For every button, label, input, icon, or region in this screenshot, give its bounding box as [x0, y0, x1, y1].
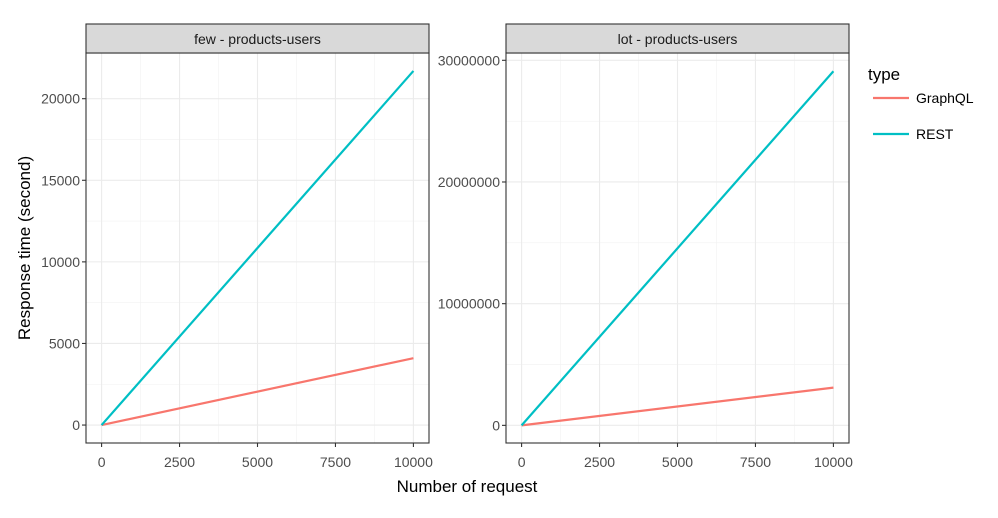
legend-label-rest: REST — [916, 126, 954, 142]
x-tick-label: 5000 — [242, 454, 273, 470]
y-tick-label: 15000 — [41, 172, 80, 188]
y-tick-label: 5000 — [49, 335, 80, 351]
series-line-rest — [520, 70, 835, 427]
x-tick-label: 10000 — [814, 454, 853, 470]
legend-label-graphql: GraphQL — [916, 90, 974, 106]
y-tick-label: 20000 — [41, 91, 80, 107]
x-tick-label: 2500 — [584, 454, 615, 470]
x-tick-label: 10000 — [394, 454, 433, 470]
y-tick-label: 30000000 — [438, 52, 501, 68]
y-tick-label: 20000000 — [438, 174, 501, 190]
legend-title: type — [868, 65, 900, 84]
panel-2: lot - products-users 0 2500 5000 7500 10000 0 1… — [438, 23, 853, 470]
y-axis-title: Response time (second) — [15, 156, 34, 340]
facet-strip — [85, 23, 430, 54]
x-axis-title: Number of request — [397, 477, 538, 496]
chart-panels: few - products-users 0 2500 5000 7500 10000 0 5… — [41, 23, 853, 470]
y-tick-label: 10000 — [41, 254, 80, 270]
legend: type GraphQL REST — [868, 65, 974, 142]
y-tick-label: 10000000 — [438, 296, 501, 312]
x-tick-label: 7500 — [320, 454, 351, 470]
x-tick-label: 7500 — [740, 454, 771, 470]
y-tick-label: 0 — [492, 417, 500, 433]
y-tick-label: 0 — [72, 417, 80, 433]
series-line-graphql — [521, 386, 834, 427]
facet-strip — [505, 23, 850, 54]
x-tick-label: 0 — [98, 454, 106, 470]
x-tick-label: 2500 — [164, 454, 195, 470]
x-tick-label: 0 — [518, 454, 526, 470]
facet-strip-label: few - products-users — [194, 31, 321, 47]
facet-strip-label: lot - products-users — [618, 31, 738, 47]
series-line-graphql — [101, 357, 414, 427]
panel-1: few - products-users 0 2500 5000 7500 10000 0 5… — [41, 23, 433, 470]
series-line-rest — [100, 70, 415, 426]
x-tick-label: 5000 — [662, 454, 693, 470]
